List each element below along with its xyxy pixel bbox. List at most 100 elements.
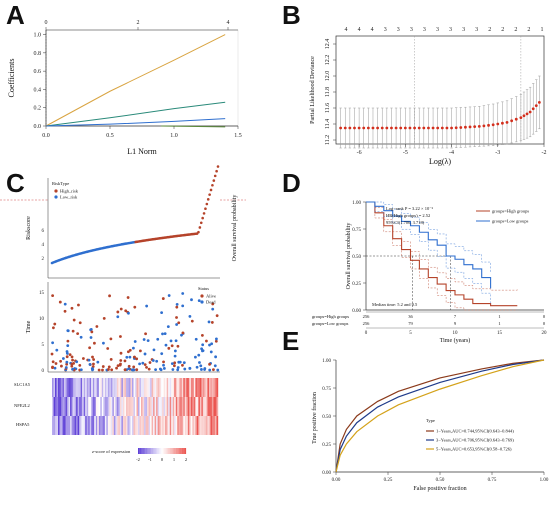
panel-c-heat-cell bbox=[154, 378, 157, 397]
panel-c-heat-cell bbox=[208, 416, 211, 435]
panel-c-heat-cell bbox=[118, 397, 121, 416]
panel-c-time-point bbox=[148, 361, 152, 364]
panel-c-heat-cell bbox=[151, 378, 154, 397]
panel-c-heat-cell bbox=[101, 416, 104, 435]
panel-c-time-point bbox=[110, 368, 114, 372]
panel-b-toptick-label: 3 bbox=[384, 27, 387, 33]
panel-a-xtick-label: 0.5 bbox=[106, 133, 114, 139]
panel-c-heat-cell bbox=[82, 378, 84, 397]
panel-c-heat-cell bbox=[175, 397, 178, 416]
panel-b-point bbox=[445, 126, 449, 130]
panel-c-heat-cell bbox=[56, 378, 59, 397]
panel-c-heat-cell bbox=[71, 416, 74, 435]
panel-c-heat-cell bbox=[165, 416, 167, 435]
panel-c-heat-cell bbox=[150, 378, 152, 397]
panel-a-lasso-path: 0.0 0.5 1.0 1.5 0.0 0.2 0.4 0.6 0.8 1.0 0 2 4 L1 N… bbox=[7, 20, 242, 156]
panel-c-heat-cell bbox=[107, 416, 110, 435]
panel-c-heat-cell bbox=[157, 378, 160, 397]
panel-b-point bbox=[366, 126, 370, 130]
panel-c-time-point bbox=[95, 325, 99, 328]
panel-c-risk-point bbox=[206, 198, 210, 201]
panel-b-toptick-label: 4 bbox=[371, 27, 374, 33]
panel-c-legend-high: High_risk bbox=[60, 189, 79, 194]
panel-c-gene-0: SLC1A5 bbox=[14, 382, 31, 387]
panel-c-time-point bbox=[132, 365, 136, 369]
panel-c-time-point bbox=[210, 342, 214, 346]
panel-c-time-point bbox=[160, 352, 164, 356]
panel-e-roc: 0.00 0.25 0.50 0.75 1.00 0.00 0.25 0.50 0.75 1.0… bbox=[311, 359, 549, 492]
panel-b-ytick-label: 12.4 bbox=[325, 39, 331, 50]
panel-c-heat-cell bbox=[56, 397, 59, 416]
panel-b-point bbox=[510, 119, 514, 123]
panel-c-heat-cell bbox=[159, 416, 161, 435]
panel-c-heat-cell bbox=[205, 378, 208, 397]
panel-c-heat-cell bbox=[68, 416, 71, 435]
panel-c-heat-cell bbox=[116, 397, 119, 416]
panel-c-time-point bbox=[130, 368, 134, 372]
panel-c-heat-cell bbox=[124, 416, 127, 435]
panel-c-heat-cell bbox=[201, 416, 204, 435]
panel-c-time-point bbox=[160, 311, 164, 315]
panel-d-km-curve: 0.00 0.25 0.50 0.75 1.00 Log−rank P = 3.22 ×… bbox=[312, 201, 547, 344]
panel-c-time-point bbox=[119, 362, 122, 366]
panel-c-heat-cell bbox=[133, 397, 136, 416]
panel-c-risk-point bbox=[213, 174, 217, 178]
panel-c-time-point bbox=[78, 364, 82, 367]
panel-c-time-point bbox=[66, 329, 70, 333]
panel-b-point bbox=[440, 126, 444, 130]
panel-c-time-point bbox=[200, 347, 204, 351]
panel-c-heat-cell bbox=[210, 397, 213, 416]
panel-c-heat-cell bbox=[131, 416, 134, 435]
panel-c-time-point bbox=[169, 339, 173, 343]
panel-c-time-point bbox=[89, 328, 93, 332]
panel-c-heat-cell bbox=[128, 416, 131, 435]
panel-c-heat-cell bbox=[145, 378, 148, 397]
panel-c-heat-cell bbox=[62, 378, 65, 397]
panel-b-point bbox=[436, 126, 440, 130]
panel-c-heat-cell bbox=[122, 416, 125, 435]
panel-c-time-point bbox=[212, 368, 215, 372]
panel-c-heat-cell bbox=[107, 378, 110, 397]
panel-c-heat-cell bbox=[82, 416, 84, 435]
panel-c-risk-point bbox=[199, 221, 203, 225]
panel-a-xlabel: L1 Norm bbox=[127, 147, 157, 156]
panel-c-colorbar-cell bbox=[147, 448, 149, 454]
panel-c-colorbar-cell bbox=[183, 448, 185, 454]
panel-c-time-point bbox=[58, 300, 62, 304]
panel-c-heat-cell bbox=[101, 397, 104, 416]
panel-c-risk-point bbox=[212, 179, 216, 182]
panel-c-time-point bbox=[133, 340, 137, 343]
panel-b-toptick-label: 4 bbox=[345, 27, 348, 33]
panel-c-time-point bbox=[197, 353, 201, 357]
panel-c-heat-cell bbox=[67, 416, 69, 435]
panel-c-heat-cell bbox=[95, 416, 98, 435]
panel-d-table-cell: 1 bbox=[498, 314, 500, 319]
panel-c-heat-cell bbox=[61, 397, 63, 416]
panel-c-heat-cell bbox=[207, 378, 210, 397]
panel-c-time-point bbox=[51, 294, 55, 298]
panel-c-heat-cell bbox=[205, 397, 208, 416]
panel-c-time-point bbox=[205, 339, 208, 343]
panel-c-heat-cell bbox=[196, 416, 199, 435]
panel-b-point bbox=[501, 121, 504, 125]
panel-c-heat-cell bbox=[55, 397, 57, 416]
panel-c-time-point bbox=[116, 310, 120, 314]
panel-c-heat-cell bbox=[171, 378, 173, 397]
panel-a-coef-line bbox=[45, 118, 226, 127]
panel-c-heat-cell bbox=[58, 378, 60, 397]
panel-e-roc-line bbox=[335, 359, 545, 473]
panel-c-colorbar-cell bbox=[145, 448, 147, 454]
panel-c-heat-cell bbox=[65, 378, 68, 397]
panel-c-time-point bbox=[119, 359, 123, 362]
panel-d-km-line bbox=[366, 201, 492, 289]
panel-c-colorbar-cell bbox=[168, 448, 170, 454]
panel-c-heat-cell bbox=[156, 378, 158, 397]
panel-c-heat-cell bbox=[172, 378, 175, 397]
panel-c-heat-cell bbox=[52, 378, 54, 397]
panel-c-legend-low-dot bbox=[54, 195, 58, 199]
panel-c-heat-cell bbox=[80, 378, 83, 397]
panel-c-colorbar-cell bbox=[182, 448, 184, 454]
panel-c-time-point bbox=[188, 366, 192, 370]
panel-c-time-point bbox=[76, 332, 80, 336]
panel-c-heat-cell bbox=[74, 378, 77, 397]
